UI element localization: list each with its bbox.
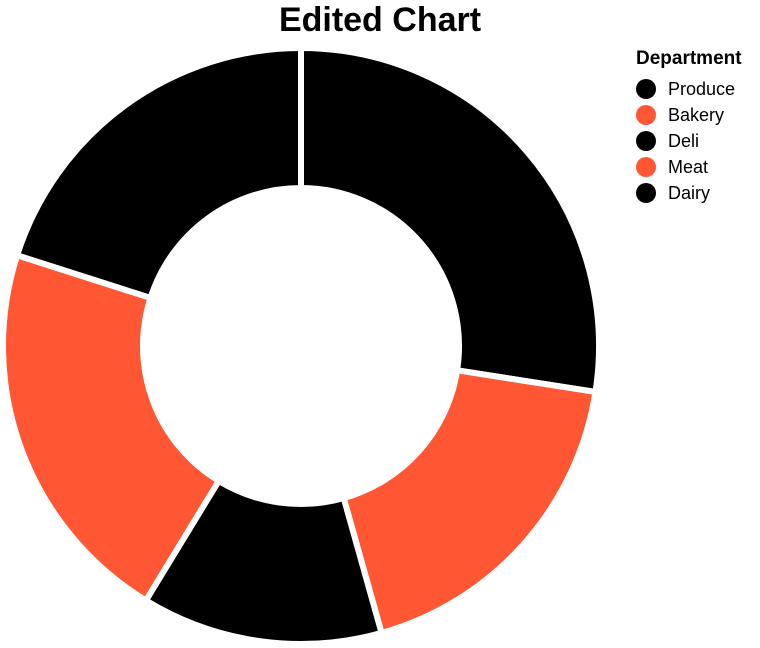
legend-swatch xyxy=(636,105,656,125)
legend-title: Department xyxy=(636,48,742,69)
legend-swatch xyxy=(636,131,656,151)
legend-swatch xyxy=(636,79,656,99)
legend-swatch xyxy=(636,157,656,177)
slice-produce[interactable] xyxy=(298,44,602,396)
legend: Department Produce Bakery Deli Meat Dairy xyxy=(636,48,742,206)
slice-deli[interactable] xyxy=(141,476,386,647)
slice-bakery[interactable] xyxy=(340,366,599,637)
legend-item-deli[interactable]: Deli xyxy=(636,128,742,154)
slice-meat[interactable] xyxy=(0,251,223,605)
legend-label: Deli xyxy=(668,130,700,151)
legend-items: Produce Bakery Deli Meat Dairy xyxy=(636,76,742,206)
legend-swatch xyxy=(636,183,656,203)
legend-item-produce[interactable]: Produce xyxy=(636,76,742,102)
legend-item-meat[interactable]: Meat xyxy=(636,154,742,180)
legend-label: Dairy xyxy=(668,182,711,203)
legend-label: Bakery xyxy=(668,104,725,125)
slice-dairy[interactable] xyxy=(13,44,304,302)
legend-label: Produce xyxy=(668,78,736,99)
chart-title-text: Edited Chart xyxy=(278,1,482,39)
legend-label: Meat xyxy=(668,156,709,177)
legend-item-dairy[interactable]: Dairy xyxy=(636,180,742,206)
legend-item-bakery[interactable]: Bakery xyxy=(636,102,742,128)
chart-title: Edited Chart xyxy=(0,0,760,40)
